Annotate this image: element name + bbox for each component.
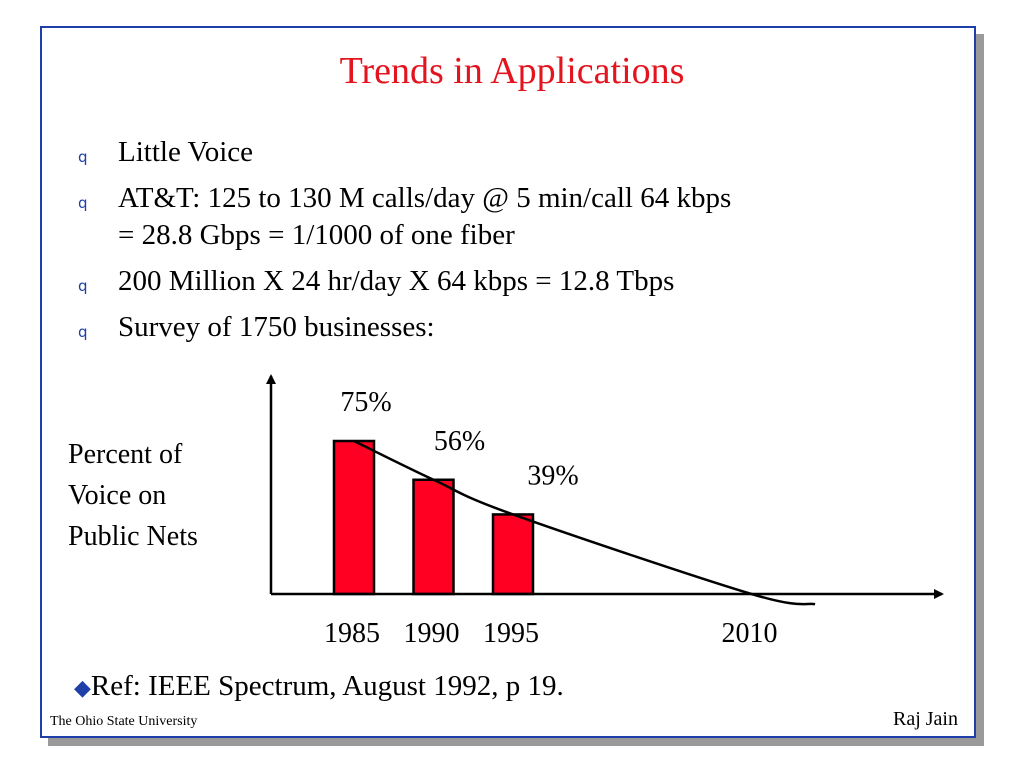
- bullet-list: q Little Voice q AT&T: 125 to 130 M call…: [78, 134, 938, 355]
- bullet-text: Little Voice: [118, 136, 254, 168]
- x-tick-label-2010: 2010: [722, 618, 778, 649]
- diamond-icon: ◆: [74, 676, 91, 701]
- y-axis-label-line: Voice on: [68, 480, 167, 511]
- bar-1990: [412, 478, 455, 596]
- bar-1995: [491, 513, 535, 596]
- y-axis-label: Percent of Voice on Public Nets: [68, 434, 198, 557]
- slide-frame: [40, 26, 976, 738]
- x-tick-label-1985: 1985: [324, 618, 380, 649]
- reference-text: Ref: IEEE Spectrum, August 1992, p 19.: [90, 670, 564, 702]
- y-axis-label-line: Percent of: [68, 439, 183, 470]
- bullet-icon: q: [78, 148, 88, 166]
- bullet-item: q 200 Million X 24 hr/day X 64 kbps = 12…: [78, 263, 938, 300]
- bullet-text: 200 Million X 24 hr/day X 64 kbps = 12.8…: [118, 265, 675, 297]
- y-axis-label-line: Public Nets: [68, 521, 198, 552]
- reference-note: ◆Ref: IEEE Spectrum, August 1992, p 19.: [74, 668, 564, 707]
- x-tick-label-1990: 1990: [404, 618, 460, 649]
- value-label-1990: 56%: [434, 426, 485, 457]
- x-tick-label-1995: 1995: [483, 618, 539, 649]
- bullet-text: AT&T: 125 to 130 M calls/day @ 5 min/cal…: [118, 182, 732, 214]
- bullet-icon: q: [78, 277, 88, 295]
- trend-line: [353, 439, 816, 606]
- bullet-icon: q: [78, 323, 88, 341]
- bullet-item: q AT&T: 125 to 130 M calls/day @ 5 min/c…: [78, 180, 938, 254]
- slide-title: Trends in Applications: [339, 50, 685, 92]
- bullet-text-continued: = 28.8 Gbps = 1/1000 of one fiber: [118, 219, 515, 251]
- bullet-text: Survey of 1750 businesses:: [118, 311, 435, 343]
- bar-1985: [332, 439, 376, 596]
- bullet-item: q Little Voice: [78, 134, 938, 171]
- footer-institution: The Ohio State University: [50, 714, 198, 729]
- bullet-icon: q: [78, 194, 88, 212]
- footer-author: Raj Jain: [893, 708, 958, 730]
- value-label-1985: 75%: [340, 387, 391, 418]
- value-label-1995: 39%: [527, 460, 578, 491]
- bullet-item: q Survey of 1750 businesses:: [78, 309, 938, 346]
